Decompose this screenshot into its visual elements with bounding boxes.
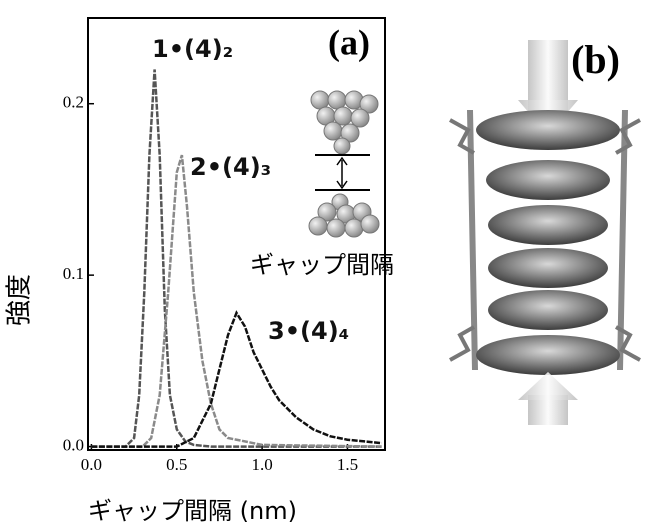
y-axis-label: 強度 — [5, 274, 35, 326]
series-label: 2•(4)₃ — [190, 153, 271, 181]
series-label: 3•(4)₄ — [268, 317, 349, 345]
y-tick-label: 0.0 — [63, 435, 84, 454]
y-tick-label: 0.2 — [63, 93, 84, 112]
x-tick-label: 1.0 — [251, 455, 272, 474]
figure: (b) (a) ギャップ間隔 強度 ギャップ間隔 (nm) 0.0 0.5 1.0 1… — [0, 0, 668, 532]
inset-drawing — [309, 91, 379, 237]
x-axis-label: ギャップ間隔 (nm) — [88, 497, 297, 525]
y-tick-label: 0.1 — [63, 264, 84, 283]
series-label: 1•(4)₂ — [152, 35, 233, 63]
panel-label: (a) — [328, 22, 370, 62]
x-tick-label: 1.5 — [337, 455, 358, 474]
inset-label: ギャップ間隔 — [250, 251, 394, 279]
x-tick-label: 0.0 — [81, 455, 102, 474]
panel-label: (b) — [571, 37, 620, 82]
page-body: {"chart_data": {"type": "line", "x_label… — [0, 0, 668, 532]
x-tick-label: 0.5 — [166, 455, 187, 474]
molecule-drawing — [450, 40, 640, 425]
page: html, body { margin: 0; padding: 0; back… — [0, 0, 668, 532]
